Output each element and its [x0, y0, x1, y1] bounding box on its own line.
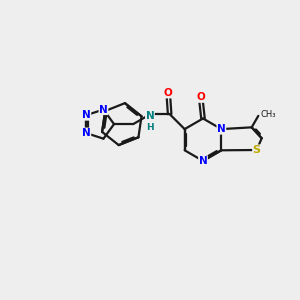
Text: N: N [82, 110, 91, 120]
Text: CH₃: CH₃ [261, 110, 276, 118]
Text: N: N [217, 124, 226, 134]
Text: O: O [164, 88, 172, 98]
Text: S: S [253, 145, 261, 155]
Text: H: H [146, 123, 154, 132]
Text: N: N [82, 128, 91, 138]
Text: N: N [99, 105, 108, 115]
Text: N: N [146, 111, 154, 121]
Text: O: O [196, 92, 205, 102]
Text: N: N [199, 156, 207, 166]
